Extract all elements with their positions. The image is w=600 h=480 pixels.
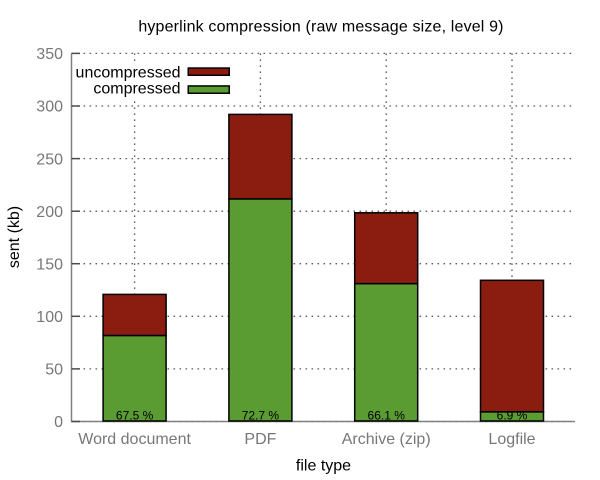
svg-text:72.7 %: 72.7 % <box>242 408 280 422</box>
svg-text:100: 100 <box>36 309 63 326</box>
svg-text:66.1 %: 66.1 % <box>368 408 406 422</box>
svg-text:67.5 %: 67.5 % <box>116 408 154 422</box>
svg-text:compressed: compressed <box>93 80 180 97</box>
svg-text:uncompressed: uncompressed <box>76 65 181 82</box>
svg-text:200: 200 <box>36 204 63 221</box>
svg-text:50: 50 <box>45 362 63 379</box>
svg-text:0: 0 <box>54 414 63 431</box>
svg-text:350: 350 <box>36 46 63 63</box>
svg-text:Archive (zip): Archive (zip) <box>342 431 431 448</box>
svg-text:hyperlink compression (raw mes: hyperlink compression (raw message size,… <box>138 19 503 36</box>
svg-text:6.9 %: 6.9 % <box>497 408 528 422</box>
svg-text:sent (kb): sent (kb) <box>6 206 23 268</box>
svg-text:250: 250 <box>36 151 63 168</box>
svg-text:Logfile: Logfile <box>488 431 535 448</box>
svg-text:150: 150 <box>36 256 63 273</box>
svg-text:300: 300 <box>36 99 63 116</box>
svg-text:PDF: PDF <box>244 431 276 448</box>
svg-text:file type: file type <box>296 458 351 475</box>
svg-text:Word document: Word document <box>78 431 191 448</box>
